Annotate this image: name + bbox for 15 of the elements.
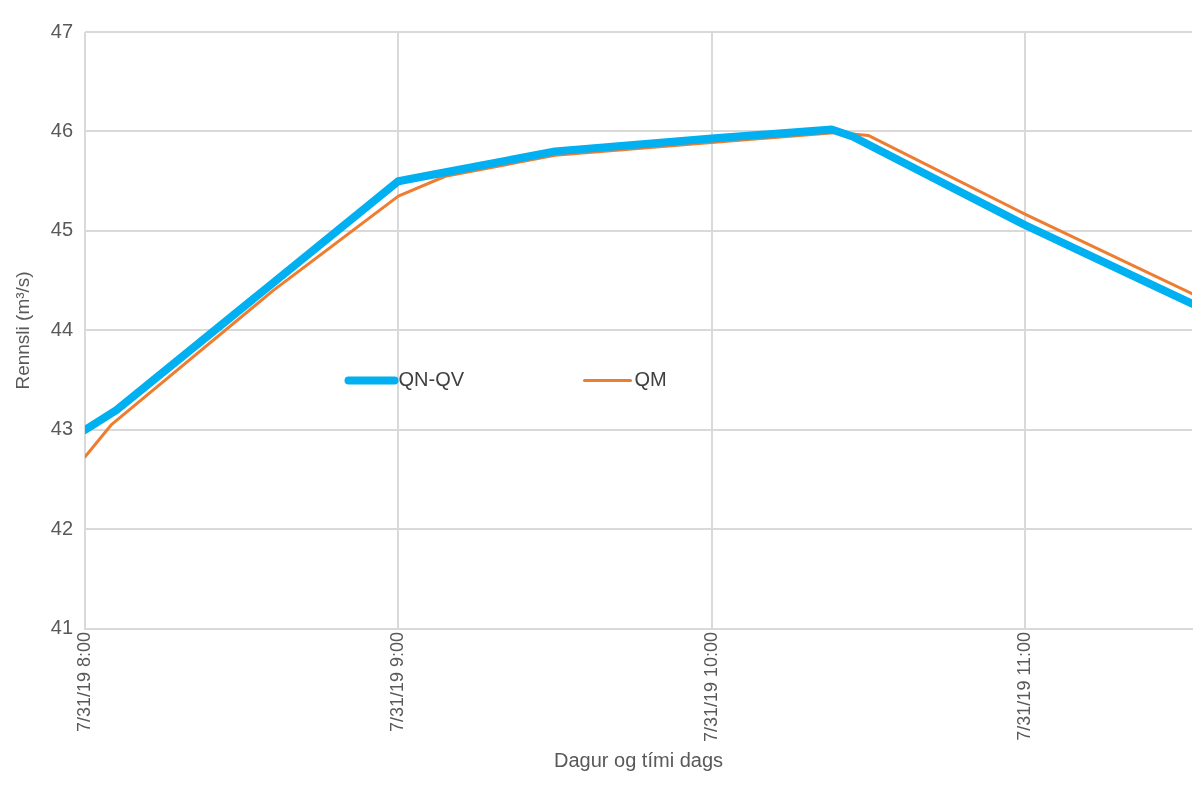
x-tick-label: 7/31/19 9:00 bbox=[387, 631, 408, 732]
x-tick-label: 7/31/19 11:00 bbox=[1013, 631, 1034, 741]
x-tick-label: 7/31/19 8:00 bbox=[74, 631, 95, 732]
y-tick-label: 46 bbox=[50, 119, 74, 141]
y-tick-label: 43 bbox=[50, 417, 74, 440]
x-tick-label: 7/31/19 10:00 bbox=[700, 631, 721, 743]
y-tick-label: 41 bbox=[50, 616, 74, 639]
legend-label: QM bbox=[634, 367, 667, 390]
y-tick-label: 47 bbox=[50, 19, 74, 42]
legend-label: QN-QV bbox=[398, 367, 465, 390]
y-tick-label: 42 bbox=[50, 516, 74, 539]
y-tick-label: 45 bbox=[50, 218, 74, 241]
y-tick-label: 44 bbox=[50, 317, 74, 340]
y-axis-title: Rennsli (m³/s) bbox=[11, 271, 33, 390]
x-axis-title: Dagur og tími dags bbox=[554, 748, 724, 771]
